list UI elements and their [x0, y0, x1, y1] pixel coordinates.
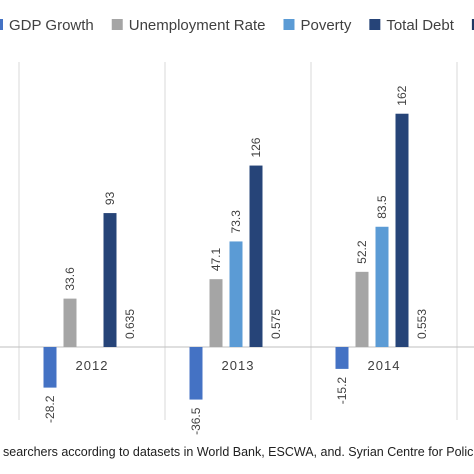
- legend-swatch: [369, 19, 381, 30]
- legend-swatch: [0, 19, 3, 30]
- bar: [395, 113, 409, 347]
- legend-swatch: [471, 19, 474, 30]
- category-label: 2013: [222, 358, 255, 373]
- data-label: 93: [103, 191, 117, 205]
- data-label: -28.2: [43, 395, 57, 423]
- bar: [209, 279, 223, 347]
- data-label: 126: [249, 137, 263, 157]
- data-label: 0.575: [269, 309, 283, 339]
- bars: -28.2 -36.5 -15.2 33.6 47.1 52.2 73.3 83.5 93 126…: [43, 85, 429, 435]
- data-label: 0.635: [123, 309, 137, 339]
- legend-label: Unemployment Rate: [129, 17, 266, 34]
- data-label: 52.2: [355, 240, 369, 264]
- bar: [63, 298, 77, 347]
- source-note: searchers according to datasets in World…: [3, 445, 473, 459]
- data-label: 33.6: [63, 267, 77, 291]
- data-label: 83.5: [375, 195, 389, 219]
- legend-label: GDP Growth: [9, 17, 94, 34]
- bar: [249, 165, 263, 347]
- legend-swatch: [283, 19, 295, 30]
- bar: [229, 241, 243, 347]
- category-labels: 2012 2013 2014: [76, 358, 401, 373]
- bar: [103, 213, 117, 347]
- legend-label: Poverty: [300, 17, 351, 34]
- bar: [355, 271, 369, 347]
- data-label: 0.553: [415, 309, 429, 339]
- bar: [189, 347, 203, 400]
- legend-label: Total Debt: [386, 17, 454, 34]
- bar: [375, 226, 389, 347]
- data-label: -36.5: [189, 407, 203, 435]
- category-label: 2012: [76, 358, 109, 373]
- data-label: 73.3: [229, 210, 243, 234]
- category-separators: [18, 62, 458, 420]
- category-label: 2014: [368, 358, 401, 373]
- bar: [43, 347, 57, 388]
- legend-swatch: [111, 19, 123, 30]
- data-label: -15.2: [335, 377, 349, 405]
- legend: GDP Growth Unemployment Rate Poverty Total …: [0, 17, 474, 34]
- data-label: 162: [395, 85, 409, 105]
- bar: [335, 347, 349, 369]
- data-label: 47.1: [209, 247, 223, 271]
